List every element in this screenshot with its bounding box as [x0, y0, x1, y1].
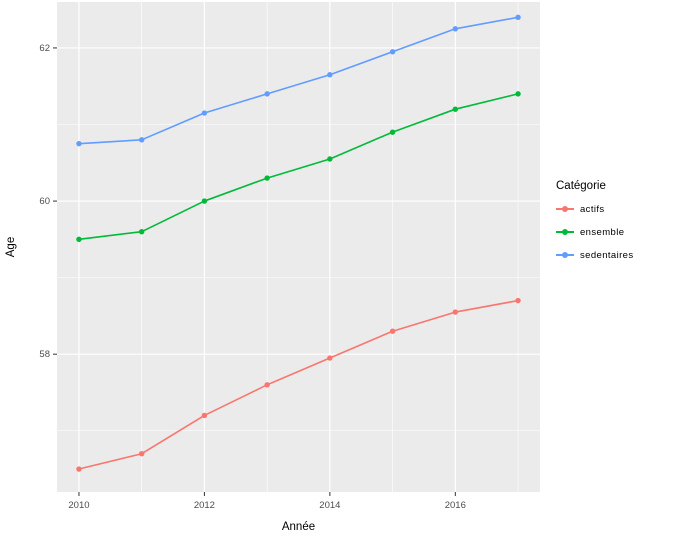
data-point-ensemble: [389, 129, 396, 135]
series-line-ensemble: [78, 93, 519, 241]
data-point-sedentaires: [264, 91, 270, 97]
data-point-actifs: [264, 382, 270, 388]
data-point-sedentaires: [327, 72, 333, 78]
legend-item-sedentaires: sedentaires: [556, 248, 634, 262]
data-point-ensemble: [515, 91, 521, 97]
y-tick-label: 60: [39, 196, 50, 207]
legend-key-icon: [556, 225, 574, 239]
legend-title: Catégorie: [556, 180, 606, 192]
data-point-actifs: [452, 309, 459, 315]
data-point-ensemble: [201, 198, 208, 204]
y-tick-label: 58: [39, 349, 50, 360]
data-point-ensemble: [76, 236, 82, 243]
x-tick-label: 2010: [68, 500, 89, 511]
series-line-actifs: [78, 299, 519, 470]
data-point-actifs: [327, 355, 333, 361]
legend: Catégorie actifs ensemble sedentaires: [556, 180, 634, 271]
x-axis-title: Année: [282, 521, 315, 533]
data-point-sedentaires: [452, 26, 459, 32]
data-point-actifs: [201, 412, 208, 419]
legend-label: actifs: [580, 203, 605, 215]
legend-label: sedentaires: [580, 249, 634, 261]
legend-items: actifs ensemble sedentaires: [556, 202, 634, 262]
data-point-actifs: [76, 466, 82, 472]
data-point-sedentaires: [515, 14, 521, 21]
y-axis-title: Age: [5, 237, 17, 257]
legend-item-ensemble: ensemble: [556, 225, 634, 239]
legend-label: ensemble: [580, 226, 625, 238]
x-tick-label: 2012: [194, 500, 215, 511]
data-point-actifs: [515, 297, 521, 304]
data-point-sedentaires: [76, 140, 82, 147]
data-point-sedentaires: [201, 110, 208, 116]
legend-item-actifs: actifs: [556, 202, 634, 216]
data-point-ensemble: [327, 156, 333, 162]
plot-panel: [57, 2, 540, 492]
data-point-sedentaires: [138, 137, 145, 143]
legend-key-icon: [556, 248, 574, 262]
data-point-ensemble: [138, 228, 145, 235]
x-tick-label: 2016: [445, 500, 466, 511]
data-point-sedentaires: [389, 49, 396, 55]
series-line-sedentaires: [78, 16, 519, 145]
data-point-ensemble: [264, 175, 270, 181]
data-point-actifs: [389, 328, 396, 334]
data-point-actifs: [138, 451, 145, 457]
legend-key-icon: [556, 202, 574, 216]
data-point-ensemble: [452, 106, 459, 112]
x-tick-label: 2014: [319, 500, 340, 511]
y-tick-label: 62: [39, 43, 50, 54]
